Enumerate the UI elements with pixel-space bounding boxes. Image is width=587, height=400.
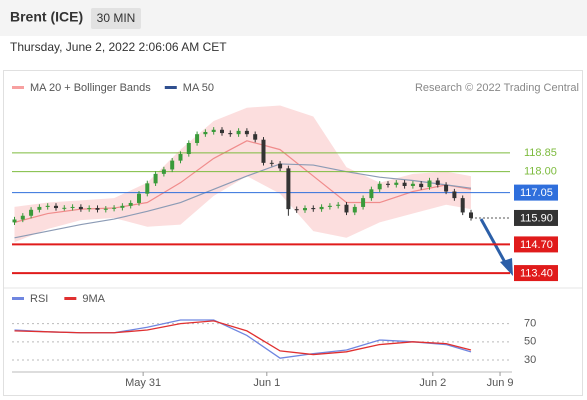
indicator-line (14, 319, 472, 359)
candle-body (53, 205, 58, 209)
candle-body (410, 183, 415, 186)
legend-swatch (12, 86, 24, 89)
chart-frame (3, 70, 583, 396)
candle-body (87, 208, 92, 210)
legend-label: MA 50 (183, 82, 214, 94)
candle-body (286, 168, 291, 210)
candle-body (452, 191, 457, 199)
forecast-arrow (479, 218, 509, 267)
candle-body (136, 193, 141, 203)
candle-body (37, 206, 42, 210)
candle-body (261, 139, 266, 163)
y-tick-label: 30 (524, 354, 536, 366)
candle-body (145, 183, 150, 194)
level-label: 114.70 (520, 239, 553, 251)
forecast-arrowhead (500, 258, 513, 276)
candle-body (170, 160, 175, 170)
candle-body (319, 206, 324, 210)
candle-body (120, 205, 125, 208)
legend-swatch (164, 86, 177, 89)
candle-body (20, 215, 25, 220)
bollinger-band (14, 105, 471, 243)
indicator-line (14, 320, 472, 356)
candle-body (195, 134, 200, 143)
candle-body (228, 133, 233, 135)
candle-body (344, 204, 349, 213)
level-tag (514, 184, 558, 201)
interval-label[interactable]: 30 MIN (97, 11, 136, 25)
candle-body (385, 183, 390, 185)
candle-body (352, 206, 357, 213)
candle-body (394, 182, 399, 185)
candle-body (419, 183, 424, 188)
y-tick-label: 70 (524, 318, 536, 330)
x-tick-label: May 31 (125, 377, 161, 389)
candle-body (244, 130, 249, 135)
candle-body (444, 184, 449, 192)
level-label: 117.05 (520, 187, 553, 199)
candle-body (95, 208, 100, 210)
candle-body (103, 208, 108, 210)
candle-body (45, 205, 50, 207)
candle-body (327, 205, 332, 207)
candle-body (253, 134, 258, 140)
timestamp: Thursday, June 2, 2022 2:06:06 AM CET (10, 40, 227, 54)
candle-body (153, 173, 158, 184)
candle-body (78, 206, 83, 210)
interval-button[interactable] (91, 8, 141, 29)
level-label: 118.85 (524, 147, 557, 159)
candle-body (336, 204, 341, 206)
y-tick-label: 50 (524, 336, 536, 348)
level-tag (514, 236, 558, 253)
level-tag (514, 209, 558, 226)
candle-body (377, 183, 382, 190)
candle-body (236, 130, 241, 135)
candle-body (294, 209, 299, 211)
candle-body (112, 207, 117, 209)
candle-body (402, 182, 407, 186)
level-label: 115.90 (520, 212, 553, 224)
level-label: 118.00 (524, 166, 557, 178)
instrument-title: Brent (ICE) (10, 9, 83, 25)
candle-body (361, 198, 366, 207)
ma-line (14, 163, 472, 239)
candle-body (62, 207, 67, 209)
source: Research © 2022 Trading Central (415, 82, 579, 94)
candle-body (29, 209, 34, 216)
candle-body (269, 162, 274, 164)
candle-body (211, 129, 216, 132)
legend-label: 9MA (82, 293, 105, 305)
candle-body (311, 208, 316, 210)
candle-body (278, 163, 283, 169)
candle-body (70, 206, 75, 208)
legend-label: RSI (30, 293, 48, 305)
candle-body (219, 129, 224, 134)
level-label: 113.40 (520, 267, 553, 279)
candle-body (468, 212, 473, 218)
candle-body (435, 180, 440, 185)
candle-body (369, 189, 374, 199)
ma-line (14, 140, 472, 223)
candle-body (427, 180, 432, 188)
legend-swatch (64, 297, 77, 300)
x-tick-label: Jun 1 (253, 377, 280, 389)
candle-body (302, 208, 307, 211)
header-bar (0, 0, 587, 36)
candle-body (186, 142, 191, 155)
candle-body (12, 219, 17, 223)
candle-body (203, 131, 208, 135)
x-tick-label: Jun 2 (419, 377, 446, 389)
level-tag (514, 265, 558, 282)
x-tick-label: Jun 9 (487, 377, 514, 389)
candle-body (460, 198, 465, 213)
candle-body (178, 154, 183, 161)
candle-body (128, 202, 133, 206)
legend-swatch (12, 297, 24, 300)
legend-label: MA 20 + Bollinger Bands (30, 82, 151, 94)
candle-body (161, 169, 166, 174)
